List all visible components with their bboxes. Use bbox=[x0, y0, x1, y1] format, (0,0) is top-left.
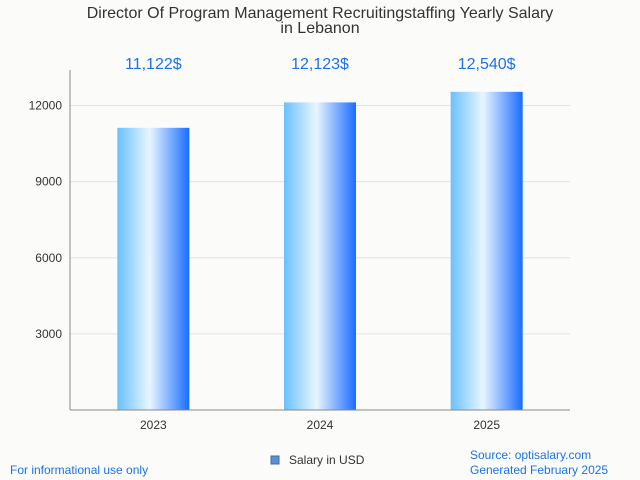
y-tick-label-3000: 3000 bbox=[35, 327, 62, 341]
y-tick-label-12000: 12000 bbox=[29, 99, 63, 113]
x-tick-label-2023: 2023 bbox=[140, 418, 167, 432]
x-tick-label-2024: 2024 bbox=[307, 418, 334, 432]
y-tick-label-9000: 9000 bbox=[35, 175, 62, 189]
axes: 3000 6000 9000 12000 2023 2024 2025 bbox=[29, 70, 570, 432]
legend-label: Salary in USD bbox=[289, 453, 365, 467]
data-label-2024: 12,123$ bbox=[291, 56, 349, 73]
y-tick-label-6000: 6000 bbox=[35, 251, 62, 265]
legend-swatch bbox=[270, 455, 280, 465]
source-info: Source: optisalary.com Generated Februar… bbox=[470, 448, 608, 478]
x-tick-label-2025: 2025 bbox=[473, 418, 500, 432]
data-label-2023: 11,122$ bbox=[125, 56, 182, 73]
bar-2024 bbox=[284, 102, 356, 410]
chart-title-line-2: in Lebanon bbox=[280, 20, 359, 37]
bar-2023 bbox=[117, 127, 190, 411]
bar-2025 bbox=[450, 91, 523, 410]
generated-date: Generated February 2025 bbox=[470, 463, 609, 477]
data-label-2025: 12,540$ bbox=[458, 56, 516, 73]
legend: Salary in USD bbox=[270, 453, 365, 467]
chart-title-line-1: Director Of Program Management Recruitin… bbox=[87, 5, 554, 22]
disclaimer-note: For informational use only bbox=[10, 463, 149, 477]
bar-series: 11,122$ 12,123$ 12,540$ bbox=[117, 56, 523, 411]
source-text: Source: optisalary.com bbox=[470, 448, 592, 462]
